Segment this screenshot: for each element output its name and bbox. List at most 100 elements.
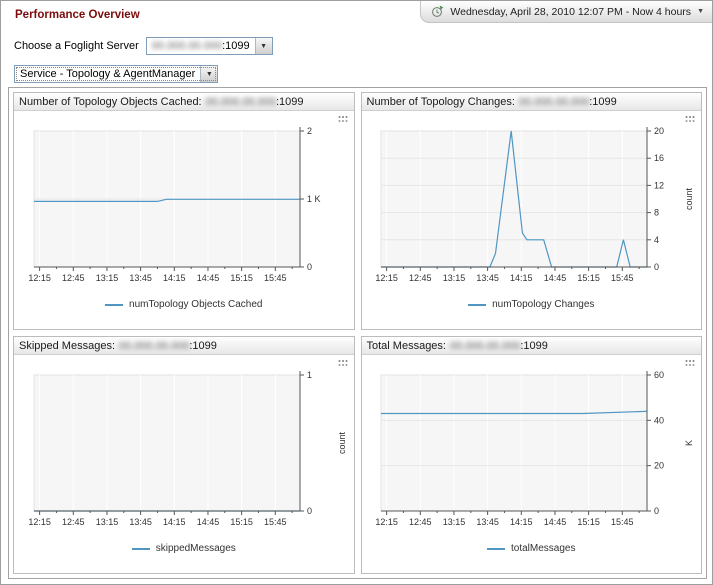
svg-text:15:45: 15:45 [611,517,634,527]
svg-text:K: K [684,440,694,446]
legend-label: skippedMessages [155,543,236,554]
server-port: :1099 [520,339,548,352]
line-chart: 12:15 12:45 13:15 13:45 14:15 14:45 15:15 15:45… [376,126,695,283]
time-range-caret-icon[interactable]: ▼ [697,8,704,15]
svg-text:0: 0 [307,506,312,516]
dashboard-container: Number of Topology Objects Cached: 00.00… [8,87,707,579]
svg-text:12:45: 12:45 [409,273,432,283]
svg-text:20: 20 [654,126,664,136]
page-title: Performance Overview [15,9,140,21]
time-range-text: Wednesday, April 28, 2010 12:07 PM - Now… [450,5,692,18]
line-chart: 12:15 12:45 13:15 13:45 14:15 14:45 15:15 15:45… [376,370,695,527]
svg-text:1 K: 1 K [307,194,321,204]
svg-text:14:15: 14:15 [163,517,186,527]
svg-text:8: 8 [654,208,659,218]
legend-line-swatch [487,547,505,550]
svg-text:15:45: 15:45 [264,273,287,283]
svg-text:13:45: 13:45 [129,273,152,283]
svg-text:16: 16 [654,153,664,163]
server-port: :1099 [589,95,617,108]
svg-text:60: 60 [654,370,664,380]
server-name-redacted: 00.000.00.000 [205,95,276,108]
line-chart: 12:15 12:45 13:15 13:45 14:15 14:45 15:15 15:45… [28,126,321,283]
line-chart: 12:15 12:45 13:15 13:45 14:15 14:45 15:15 15:45… [28,370,347,527]
panel-title-text: Skipped Messages: [19,339,115,352]
panel-header: Skipped Messages: 00.000.00.000 :1099 [14,337,354,355]
svg-text:14:45: 14:45 [544,273,567,283]
legend-label: totalMessages [511,543,576,554]
svg-text:14:45: 14:45 [196,517,219,527]
svg-text:15:15: 15:15 [578,517,601,527]
svg-text:15:45: 15:45 [264,517,287,527]
server-name-redacted: 00.000.00.000 [151,40,223,52]
svg-text:14:45: 14:45 [544,517,567,527]
panel-header: Total Messages: 00.000.00.000 :1099 [361,337,701,355]
svg-text:2: 2 [307,126,312,136]
server-name-redacted: 00.000.00.000 [449,339,521,352]
chart-options-icon[interactable] [337,358,349,370]
chart-options-icon[interactable] [684,358,696,370]
chart-legend: numTopology Changes [362,299,702,310]
svg-text:12: 12 [654,180,664,190]
chart-panel-total-messages: Total Messages: 00.000.00.000 :1099 12:1… [360,336,702,574]
service-select[interactable]: Service - Topology & AgentManager ▼ [14,65,219,83]
svg-text:15:45: 15:45 [611,273,634,283]
legend-label: numTopology Objects Cached [129,299,263,310]
svg-text:13:45: 13:45 [129,517,152,527]
chart-legend: numTopology Objects Cached [14,299,354,310]
server-port: :1099 [275,95,304,108]
legend-line-swatch [468,303,487,306]
chart-options-icon[interactable] [337,114,349,126]
svg-text:4: 4 [654,235,659,245]
svg-text:count: count [684,187,694,210]
legend-line-swatch [105,303,124,306]
legend-label: numTopology Changes [492,299,595,310]
chart-legend: skippedMessages [14,543,354,554]
server-picker-label: Choose a Foglight Server [14,40,139,52]
time-range-control[interactable]: Wednesday, April 28, 2010 12:07 PM - Now… [420,1,712,23]
svg-text:15:15: 15:15 [230,517,253,527]
chart-panel-skipped-messages: Skipped Messages: 00.000.00.000 :1099 12… [13,336,355,574]
svg-text:13:15: 13:15 [95,517,118,527]
server-port: :1099 [189,339,217,352]
svg-text:40: 40 [654,415,664,425]
chart-options-icon[interactable] [684,114,696,126]
svg-text:14:15: 14:15 [510,273,533,283]
svg-text:12:15: 12:15 [376,517,399,527]
svg-text:count: count [337,431,347,454]
svg-text:13:15: 13:15 [443,517,466,527]
chart-panel-topology-objects-cached: Number of Topology Objects Cached: 00.00… [13,92,355,330]
svg-text:15:15: 15:15 [578,273,601,283]
dropdown-arrow-icon[interactable]: ▼ [254,38,272,54]
service-picker-row: Service - Topology & AgentManager ▼ [14,65,219,83]
svg-text:14:45: 14:45 [196,273,219,283]
server-name-redacted: 00.000.00.000 [518,95,590,108]
chart-area: 12:15 12:45 13:15 13:45 14:15 14:45 15:15 15:45… [14,355,354,573]
svg-text:13:15: 13:15 [443,273,466,283]
svg-text:12:15: 12:15 [28,517,51,527]
server-select-value: 00.000.00.000:1099 [147,40,255,52]
svg-text:14:15: 14:15 [163,273,186,283]
panel-title-text: Total Messages: [366,339,446,352]
server-select[interactable]: 00.000.00.000:1099 ▼ [145,37,273,55]
service-select-value: Service - Topology & AgentManager [20,68,196,80]
svg-text:12:45: 12:45 [62,517,85,527]
chart-panel-topology-changes: Number of Topology Changes: 00.000.00.00… [360,92,702,330]
svg-text:0: 0 [654,506,659,516]
chart-area: 12:15 12:45 13:15 13:45 14:15 14:45 15:15 15:45… [361,111,702,329]
svg-text:12:45: 12:45 [62,273,85,283]
legend-line-swatch [131,547,150,550]
svg-text:1: 1 [307,370,312,380]
panel-header: Number of Topology Changes: 00.000.00.00… [361,93,701,111]
dropdown-arrow-icon[interactable]: ▼ [200,66,218,82]
svg-text:13:45: 13:45 [477,517,500,527]
chart-grid: Number of Topology Objects Cached: 00.00… [13,92,702,574]
svg-text:0: 0 [654,262,659,272]
server-picker-row: Choose a Foglight Server 00.000.00.000:1… [14,37,273,55]
svg-text:12:15: 12:15 [376,273,399,283]
svg-text:15:15: 15:15 [230,273,253,283]
server-name-redacted: 00.000.00.000 [119,339,190,352]
panel-header: Number of Topology Objects Cached: 00.00… [14,93,354,111]
server-port: :1099 [222,40,250,52]
